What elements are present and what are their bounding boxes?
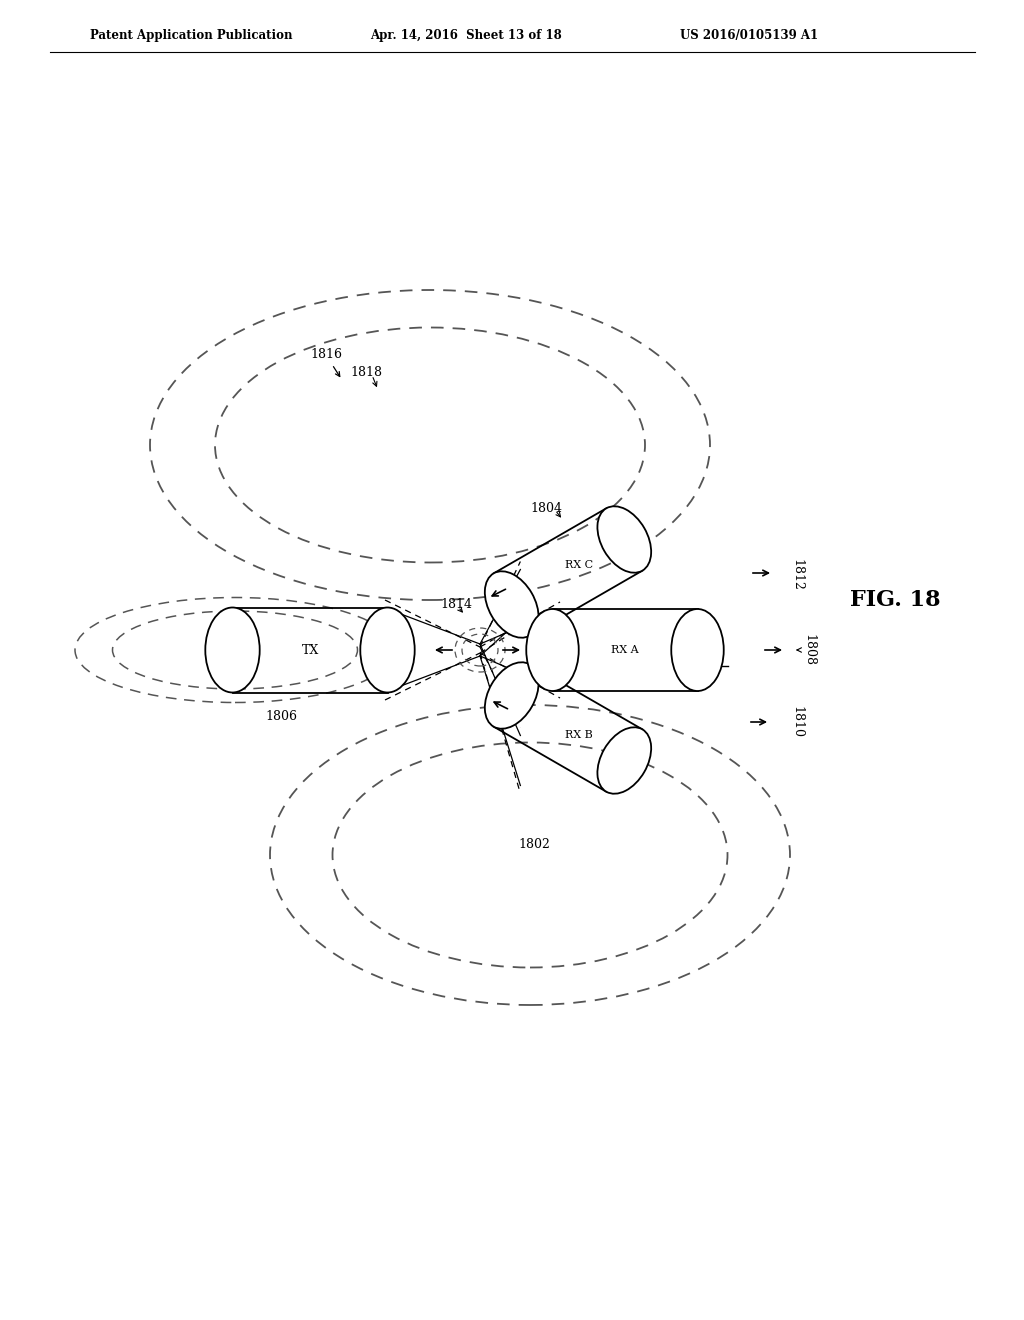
Ellipse shape: [484, 663, 539, 729]
Ellipse shape: [484, 572, 539, 638]
Text: 1818: 1818: [350, 366, 382, 379]
Text: 1802: 1802: [518, 838, 550, 851]
Text: 1808: 1808: [802, 634, 815, 667]
Ellipse shape: [360, 607, 415, 693]
Ellipse shape: [205, 607, 260, 693]
Ellipse shape: [526, 609, 579, 690]
Text: 1816: 1816: [310, 348, 342, 376]
Ellipse shape: [597, 507, 651, 573]
Text: RX B: RX B: [565, 730, 593, 739]
Text: FIG. 18: FIG. 18: [850, 589, 940, 611]
Text: 1806: 1806: [265, 710, 297, 723]
Text: RX A: RX A: [611, 645, 639, 655]
Text: Patent Application Publication: Patent Application Publication: [90, 29, 293, 41]
Text: US 2016/0105139 A1: US 2016/0105139 A1: [680, 29, 818, 41]
Text: TX: TX: [301, 644, 318, 656]
Ellipse shape: [672, 609, 724, 690]
Text: 1810: 1810: [790, 706, 803, 738]
Text: 1812: 1812: [790, 560, 803, 591]
Text: Apr. 14, 2016  Sheet 13 of 18: Apr. 14, 2016 Sheet 13 of 18: [370, 29, 562, 41]
Ellipse shape: [597, 727, 651, 793]
Text: RX C: RX C: [565, 561, 593, 570]
Text: 1804: 1804: [530, 502, 562, 515]
Text: 1800: 1800: [690, 653, 722, 667]
Text: 1814: 1814: [440, 598, 472, 611]
